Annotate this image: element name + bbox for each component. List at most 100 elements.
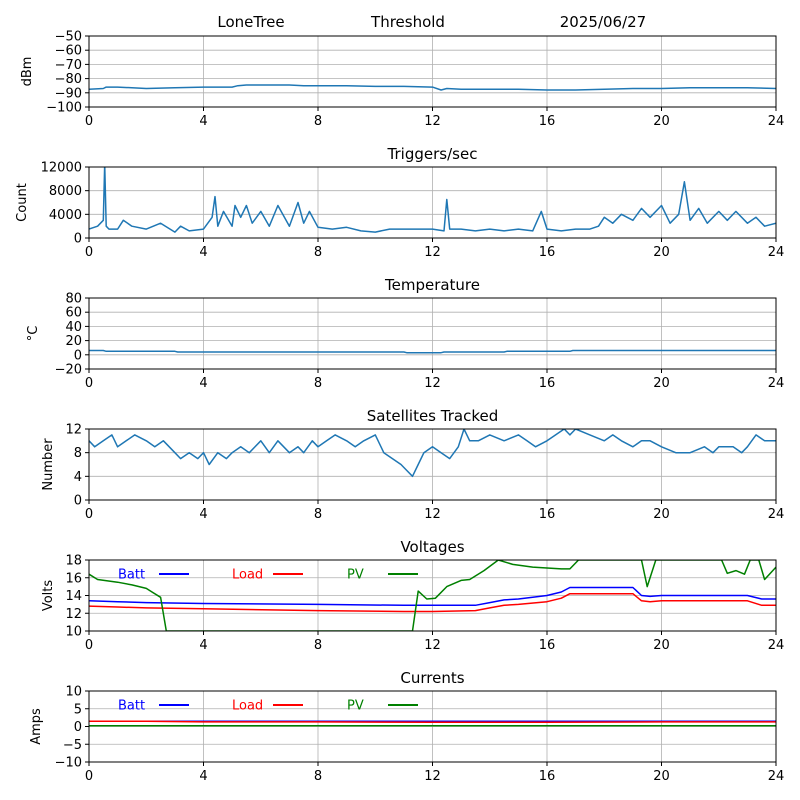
y-tick-label: 4: [74, 470, 82, 485]
x-tick-label: 24: [768, 114, 785, 129]
x-tick-label: 0: [85, 245, 93, 260]
x-tick-label: 12: [424, 245, 441, 260]
y-tick-label: 0: [74, 348, 82, 363]
x-tick-label: 0: [85, 507, 93, 522]
panel-title: Satellites Tracked: [367, 407, 498, 425]
y-tick-label: 12: [65, 607, 82, 622]
header-date: 2025/06/27: [560, 13, 646, 31]
x-tick-label: 20: [653, 507, 670, 522]
series-line-pv: [89, 560, 776, 631]
y-tick-label: 12000: [41, 161, 82, 176]
panel-currents: 0 4 8 12 16 20 24 −10 −5 0 5 10 Currents Amps Batt Load…: [29, 669, 784, 784]
x-tick-label: 4: [199, 245, 207, 260]
x-tick-label: 16: [539, 376, 556, 391]
series-line-temperature: [89, 349, 776, 354]
y-tick-label: 20: [65, 334, 82, 349]
series-line-batt: [89, 586, 776, 607]
y-tick-label: 0: [74, 232, 82, 247]
y-tick-label: 60: [65, 306, 82, 321]
x-tick-label: 4: [199, 114, 207, 129]
series-line-satellites: [89, 429, 776, 478]
x-tick-label: 8: [314, 769, 322, 784]
y-axis-label: °C: [26, 326, 41, 342]
y-tick-label: −80: [55, 72, 82, 87]
y-tick-label: −50: [55, 30, 82, 45]
header-station: LoneTree: [217, 13, 284, 31]
y-tick-label: 12: [65, 423, 82, 438]
panel-satellites: 0 4 8 12 16 20 24 0 4 8 12 Satellites Tracked Number: [41, 407, 784, 522]
y-tick-label: 40: [65, 320, 82, 335]
legend-label-load: Load: [232, 568, 263, 583]
x-tick-label: 12: [424, 376, 441, 391]
panel-title: Triggers/sec: [387, 145, 478, 163]
x-tick-label: 20: [653, 376, 670, 391]
y-tick-label: −5: [63, 738, 82, 753]
x-tick-label: 24: [768, 769, 785, 784]
y-tick-label: 4000: [49, 208, 82, 223]
x-tick-label: 24: [768, 245, 785, 260]
x-tick-label: 8: [314, 638, 322, 653]
y-tick-label: −20: [55, 363, 82, 378]
series-line-load: [89, 592, 776, 613]
legend-label-batt: Batt: [118, 699, 145, 714]
x-tick-label: 20: [653, 769, 670, 784]
panel-title: Voltages: [400, 538, 464, 556]
x-tick-label: 20: [653, 114, 670, 129]
x-tick-label: 8: [314, 114, 322, 129]
y-tick-label: −60: [55, 44, 82, 59]
y-tick-label: 18: [65, 554, 82, 569]
y-axis-label: dBm: [20, 57, 35, 87]
y-tick-label: 8: [74, 446, 82, 461]
y-tick-label: 14: [65, 589, 82, 604]
y-tick-label: 0: [74, 720, 82, 735]
y-tick-label: −100: [46, 101, 82, 116]
x-tick-label: 4: [199, 376, 207, 391]
x-tick-label: 0: [85, 769, 93, 784]
x-tick-label: 4: [199, 507, 207, 522]
panel-voltages: 0 4 8 12 16 20 24 10 12 14 16 18 Voltages Volts Batt Lo…: [41, 538, 784, 653]
x-tick-label: 16: [539, 114, 556, 129]
x-tick-label: 4: [199, 769, 207, 784]
x-tick-label: 16: [539, 245, 556, 260]
y-axis-label: Amps: [29, 708, 44, 745]
x-tick-label: 12: [424, 114, 441, 129]
y-tick-label: −10: [55, 756, 82, 771]
x-tick-label: 20: [653, 245, 670, 260]
y-axis-label: Volts: [41, 580, 56, 612]
y-tick-label: 80: [65, 292, 82, 307]
legend-label-pv: PV: [347, 699, 364, 714]
y-tick-label: 0: [74, 494, 82, 509]
legend-label-pv: PV: [347, 568, 364, 583]
y-tick-label: 8000: [49, 184, 82, 199]
y-axis-label: Count: [15, 183, 30, 222]
panel-signal: 0 4 8 12 16 20 24 −100−90−80−70−60−50 dBm: [20, 30, 784, 130]
x-tick-label: 4: [199, 638, 207, 653]
x-tick-label: 24: [768, 638, 785, 653]
header-mode: Threshold: [370, 13, 445, 31]
series-line-signal: [89, 84, 776, 91]
x-tick-label: 24: [768, 507, 785, 522]
series-line-load: [89, 720, 776, 723]
x-tick-label: 16: [539, 507, 556, 522]
x-tick-label: 0: [85, 114, 93, 129]
y-tick-label: 5: [74, 702, 82, 717]
x-tick-label: 8: [314, 507, 322, 522]
y-axis-label: Number: [41, 438, 56, 491]
panel-triggers: 0 4 8 12 16 20 24 0 4000 8000 12000 Triggers/sec Cou…: [15, 145, 784, 260]
x-tick-label: 24: [768, 376, 785, 391]
x-tick-label: 12: [424, 638, 441, 653]
legend-label-load: Load: [232, 699, 263, 714]
y-tick-label: 10: [65, 685, 82, 700]
x-tick-label: 16: [539, 769, 556, 784]
x-tick-label: 16: [539, 638, 556, 653]
panel-title: Temperature: [384, 276, 480, 294]
y-tick-label: 10: [65, 625, 82, 640]
x-tick-label: 12: [424, 507, 441, 522]
y-tick-label: 16: [65, 571, 82, 586]
x-tick-label: 20: [653, 638, 670, 653]
legend-label-batt: Batt: [118, 568, 145, 583]
x-tick-label: 12: [424, 769, 441, 784]
